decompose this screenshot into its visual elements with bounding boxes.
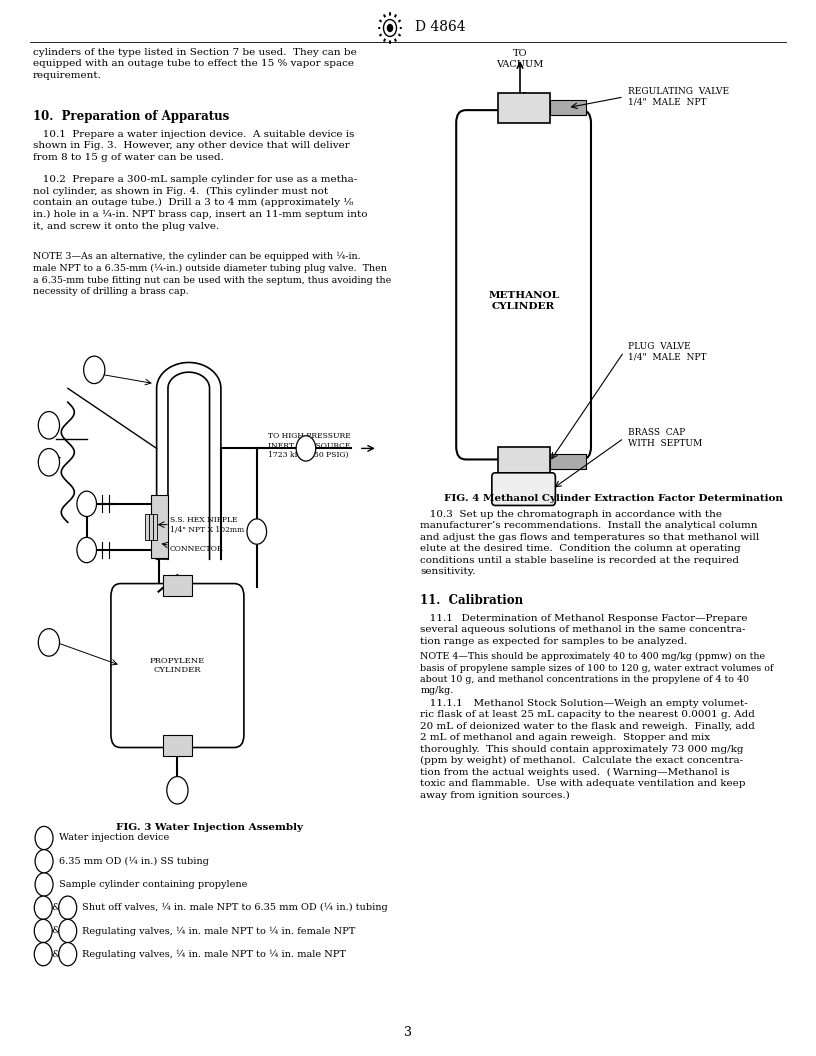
Text: BRASS  CAP
WITH  SEPTUM: BRASS CAP WITH SEPTUM [628,428,703,448]
Circle shape [38,628,60,656]
Circle shape [387,24,393,33]
Text: TO
VACUUM: TO VACUUM [496,50,543,69]
Text: A: A [41,833,47,843]
Circle shape [247,518,267,544]
Circle shape [35,873,53,897]
Circle shape [35,850,53,873]
Text: V–3: V–3 [80,499,93,508]
Circle shape [166,776,188,804]
Text: 10.  Preparation of Apparatus: 10. Preparation of Apparatus [33,110,229,122]
Circle shape [296,436,316,461]
Text: FIG. 4 Methanol Cylinder Extraction Factor Determination: FIG. 4 Methanol Cylinder Extraction Fact… [444,494,783,503]
Text: V–5: V–5 [251,528,264,535]
Bar [145,514,149,540]
FancyBboxPatch shape [111,584,244,748]
Text: Water injection device: Water injection device [59,833,169,843]
Text: V-1: V-1 [38,904,49,911]
Bar [498,447,549,477]
Text: &: & [51,903,60,912]
Bar [549,100,586,115]
Circle shape [77,491,96,516]
Text: TO HIGH PRESSURE
INERT GAS SOURCE
1723 kPa (250 PSIG): TO HIGH PRESSURE INERT GAS SOURCE 1723 k… [268,432,351,459]
Text: METHANOL
CYLINDER: METHANOL CYLINDER [488,291,559,312]
Bar [498,93,549,122]
Text: PROPYLENE
CYLINDER: PROPYLENE CYLINDER [150,657,205,675]
Text: PLUG  VALVE
1/4"  MALE  NPT: PLUG VALVE 1/4" MALE NPT [628,342,707,362]
Circle shape [59,943,77,966]
Text: 11.1.1    Methanol Stock Solution—Weigh an empty volumet-
ric flask of at least : 11.1.1 Methanol Stock Solution—Weigh an … [420,699,755,800]
Circle shape [34,920,52,943]
Circle shape [59,920,77,943]
Bar [153,514,157,540]
Text: 11.  Calibration: 11. Calibration [420,593,523,607]
Text: Sample cylinder containing propylene: Sample cylinder containing propylene [59,880,247,889]
Text: 10.2  Prepare a 300-mL sample cylinder for use as a metha-
nol cylinder, as show: 10.2 Prepare a 300-mL sample cylinder fo… [33,175,367,230]
Text: 10.1  Prepare a water injection device.  A suitable device is
shown in Fig. 3.  : 10.1 Prepare a water injection device. A… [33,130,354,162]
Circle shape [59,897,77,920]
Text: D 4864: D 4864 [415,20,466,34]
Text: V-4: V-4 [38,950,49,958]
Text: B: B [91,365,98,375]
Text: NOTE 4—This should be approximately 40 to 400 mg/kg (ppmw) on the
basis of propy: NOTE 4—This should be approximately 40 t… [420,652,774,696]
Bar [163,735,192,756]
Circle shape [77,538,96,563]
Circle shape [34,897,52,920]
Text: V–1: V–1 [299,445,313,452]
Circle shape [84,356,105,383]
Text: S.S. HEX NIPPLE
1/4" NPT X 102mm (4"): S.S. HEX NIPPLE 1/4" NPT X 102mm (4") [170,516,261,533]
FancyBboxPatch shape [456,110,591,459]
Bar [149,514,153,540]
Text: CONNECTOR: CONNECTOR [170,545,224,553]
Text: V–2: V–2 [42,421,55,430]
Circle shape [35,827,53,850]
Text: B: B [41,856,47,866]
Text: &: & [51,926,60,936]
Text: FIG. 3 Water Injection Assembly: FIG. 3 Water Injection Assembly [117,823,304,832]
Circle shape [38,412,60,439]
Circle shape [38,449,60,476]
Text: 6.35 mm OD (¼ in.) SS tubing: 6.35 mm OD (¼ in.) SS tubing [59,856,209,866]
Text: Regulating valves, ¼ in. male NPT to ¼ in. male NPT: Regulating valves, ¼ in. male NPT to ¼ i… [82,949,346,959]
Text: Shut off valves, ¼ in. male NPT to 6.35 mm OD (¼ in.) tubing: Shut off valves, ¼ in. male NPT to 6.35 … [82,903,388,912]
Bar [151,495,168,559]
Bar [549,454,586,470]
Text: C: C [41,880,47,889]
Text: V-5: V-5 [62,904,73,911]
Text: C: C [45,638,52,647]
Text: V-3: V-3 [62,927,73,935]
Text: V–4: V–4 [80,546,93,554]
FancyBboxPatch shape [492,473,556,506]
Text: V–6: V–6 [171,787,184,794]
Bar [163,576,192,597]
Text: 10.3  Set up the chromatograph in accordance with the
manufacturer’s recommendat: 10.3 Set up the chromatograph in accorda… [420,510,760,577]
Text: 3: 3 [404,1025,412,1038]
Text: REGULATING  VALVE
1/4"  MALE  NPT: REGULATING VALVE 1/4" MALE NPT [628,87,730,107]
Text: Regulating valves, ¼ in. male NPT to ¼ in. female NPT: Regulating valves, ¼ in. male NPT to ¼ i… [82,926,355,936]
Circle shape [381,17,399,40]
Circle shape [34,943,52,966]
Text: A: A [46,457,52,467]
Text: cylinders of the type listed in Section 7 be used.  They can be
equipped with an: cylinders of the type listed in Section … [33,48,357,80]
Text: 11.1   Determination of Methanol Response Factor—Prepare
several aqueous solutio: 11.1 Determination of Methanol Response … [420,614,747,646]
Text: &: & [51,949,60,959]
Text: V-2: V-2 [38,927,49,935]
Text: V-6: V-6 [62,950,73,958]
Text: NOTE 3—As an alternative, the cylinder can be equipped with ¼-in.
male NPT to a : NOTE 3—As an alternative, the cylinder c… [33,252,391,296]
